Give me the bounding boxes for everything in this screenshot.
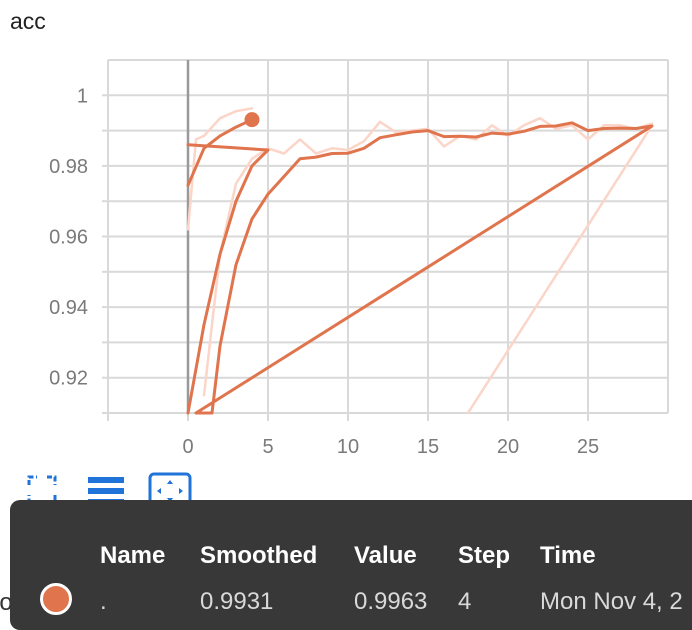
x-tick-label: 5 xyxy=(262,436,273,458)
x-tick-label: 10 xyxy=(337,436,359,458)
x-tick-label: 20 xyxy=(497,436,519,458)
tooltip-cell-name: . xyxy=(100,588,107,615)
hover-point xyxy=(244,112,260,128)
smoothed-series-line-1 xyxy=(186,143,270,415)
tooltip-cell-step: 4 xyxy=(458,588,472,615)
x-tick-label: 0 xyxy=(182,436,193,458)
tooltip-cell-smoothed: 0.9931 xyxy=(200,588,274,615)
tooltip-header-value: Value xyxy=(354,542,417,569)
tooltip-cell-time: Mon Nov 4, 2 xyxy=(540,588,683,615)
y-tick-label: 0.96 xyxy=(49,227,88,249)
x-tick-label: 25 xyxy=(577,436,599,458)
raw-series-line-4 xyxy=(202,116,654,397)
smoothed-series-line-2 xyxy=(194,121,654,415)
y-tick-label: 0.92 xyxy=(49,368,88,390)
chart-title: acc xyxy=(10,8,46,34)
tooltip-header-name: Name xyxy=(100,542,166,569)
raw-series-line-3 xyxy=(186,107,254,231)
tooltip-cell-value: 0.9963 xyxy=(354,588,428,615)
tooltip-header-time: Time xyxy=(540,542,596,569)
raw-series-line-5 xyxy=(466,124,654,415)
tooltip-header-smoothed: Smoothed xyxy=(200,542,318,569)
x-tick-label: 15 xyxy=(417,436,439,458)
run-color-swatch xyxy=(40,583,72,615)
y-tick-label: 0.98 xyxy=(49,156,88,178)
fullscreen-button[interactable] xyxy=(26,474,58,506)
y-tick-label: 0.94 xyxy=(49,297,88,319)
tooltip-header-step: Step xyxy=(458,542,511,569)
smoothed-series-line-0 xyxy=(186,118,254,187)
tooltip-panel xyxy=(10,500,692,630)
fullscreen-icon xyxy=(27,475,57,505)
y-tick-label: 1 xyxy=(77,85,88,107)
